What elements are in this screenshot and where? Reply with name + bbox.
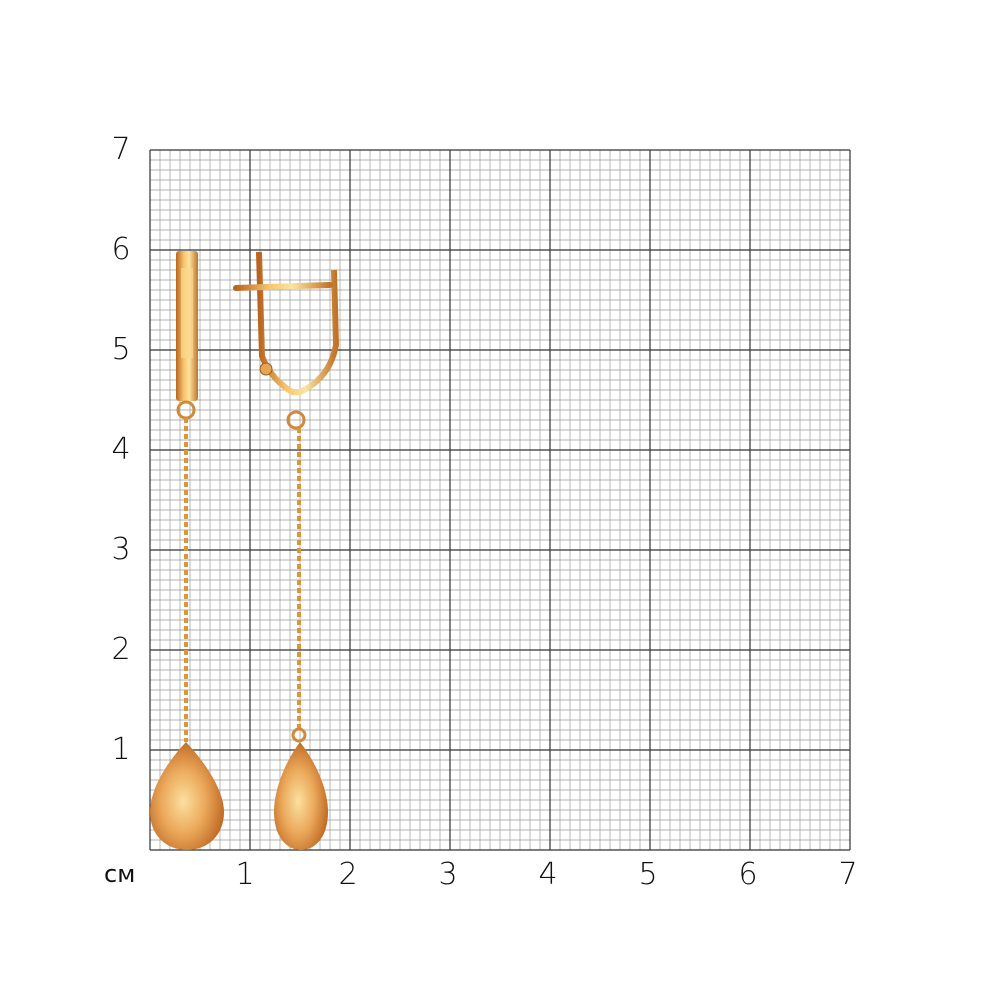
y-label-5: 5 [111, 332, 131, 367]
y-label-1: 1 [111, 732, 131, 767]
x-label-7: 7 [838, 857, 858, 892]
x-label-3: 3 [438, 857, 458, 892]
y-label-7: 7 [111, 132, 131, 167]
left-earring-side-view [150, 251, 224, 850]
x-label-5: 5 [638, 857, 658, 892]
major-grid-lines [149, 149, 851, 851]
minor-grid-lines [150, 150, 850, 850]
x-label-6: 6 [738, 857, 758, 892]
right-drop-pendant [274, 742, 328, 850]
y-label-4: 4 [111, 432, 131, 467]
x-label-4: 4 [538, 857, 558, 892]
right-earring-front-view [233, 251, 339, 850]
left-drop-pendant [150, 742, 224, 850]
x-label-2: 2 [338, 857, 358, 892]
y-label-2: 2 [111, 632, 131, 667]
y-label-6: 6 [111, 232, 131, 267]
y-label-3: 3 [111, 532, 131, 567]
x-label-1: 1 [235, 857, 255, 892]
unit-label: см [104, 860, 136, 888]
